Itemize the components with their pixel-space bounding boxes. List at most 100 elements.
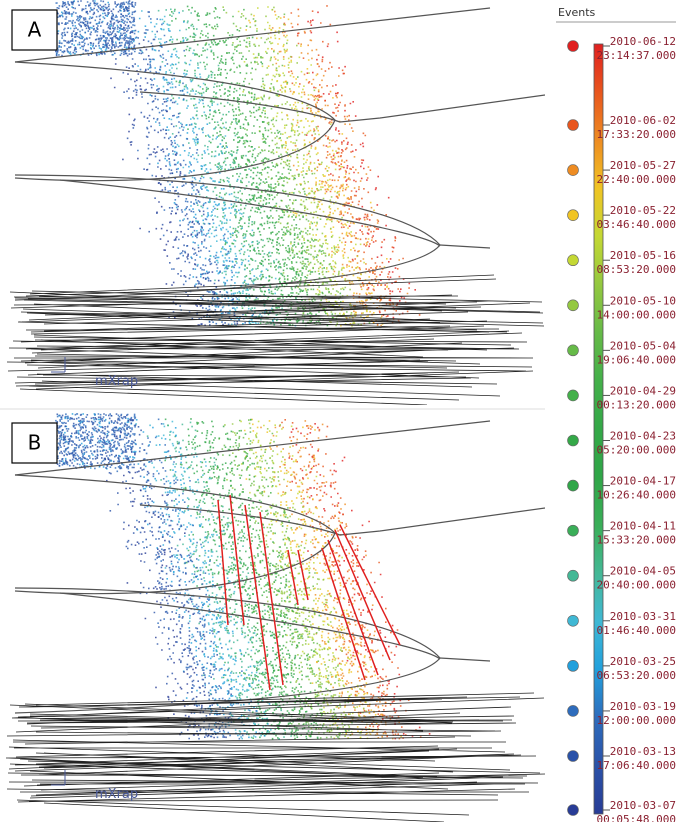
legend-time: 20:40:00.000 [597, 579, 676, 592]
legend-date: 2010-04-17 [610, 475, 676, 488]
legend-date: 2010-05-04 [610, 339, 677, 352]
color-bar [593, 43, 604, 815]
mine-outline [139, 504, 545, 536]
legend-time: 00:13:20.000 [597, 398, 676, 411]
legend-dot [567, 750, 579, 762]
legend-time: 14:00:00.000 [597, 308, 676, 321]
legend-time: 01:46:40.000 [597, 624, 676, 637]
legend-dot [567, 479, 579, 492]
event-points [297, 11, 416, 324]
legend: Events 2010-06-1223:14:37.0002010-06-021… [556, 6, 676, 822]
mine-outline [14, 474, 336, 595]
legend-time: 12:00:00.000 [597, 714, 676, 727]
fault-line [259, 511, 284, 686]
legend-title: Events [558, 6, 596, 19]
event-points [171, 10, 310, 326]
fault-line [217, 499, 229, 626]
event-points [270, 5, 421, 325]
legend-time: 03:46:40.000 [597, 218, 676, 231]
legend-dot [567, 705, 579, 717]
legend-date: 2010-05-27 [610, 159, 676, 172]
legend-time: 17:06:40.000 [597, 759, 676, 772]
legend-dot [567, 524, 579, 537]
fault-line [244, 504, 271, 691]
legend-date: 2010-06-02 [610, 114, 676, 127]
fault-line [334, 529, 391, 661]
fault-line [327, 539, 379, 676]
event-points [188, 8, 342, 327]
event-points [224, 422, 365, 740]
panel-label: A [28, 18, 42, 42]
legend-date: 2010-04-11 [610, 520, 676, 533]
event-points [56, 0, 274, 325]
mine-outline [14, 420, 491, 476]
panel-label-box [11, 422, 58, 464]
mine-outline [59, 592, 441, 660]
fault-line [287, 549, 299, 606]
legend-dot [567, 614, 579, 627]
legend-date: 2010-03-25 [610, 655, 676, 668]
mine-outline [14, 61, 336, 182]
legend-dot [567, 434, 579, 447]
legend-dot [567, 209, 579, 221]
legend-time: 05:20:00.000 [597, 444, 676, 457]
legend-time: 00:05:48.000 [597, 813, 676, 822]
event-points [176, 421, 341, 740]
mine-outline [439, 657, 491, 662]
panel-label-box [11, 9, 58, 51]
drive-mesh [6, 274, 545, 405]
fault-line [229, 494, 245, 626]
legend-dot [567, 344, 579, 357]
legend-date: 2010-06-12 [610, 35, 676, 48]
event-points [55, 413, 261, 740]
legend-time: 08:53:20.000 [597, 263, 676, 276]
legend-dot [567, 299, 579, 312]
event-points [164, 418, 298, 739]
panel-label: B [28, 431, 42, 455]
mine-outline [139, 91, 545, 123]
legend-date: 2010-03-07 [610, 799, 676, 812]
legend-time: 10:26:40.000 [597, 489, 676, 502]
legend-dot [567, 660, 579, 672]
axis-gizmo [51, 770, 66, 786]
legend-date: 2010-03-19 [610, 700, 676, 713]
event-points [278, 419, 422, 740]
event-points [157, 8, 297, 325]
axis-gizmo [51, 357, 66, 373]
legend-dot [567, 164, 579, 176]
legend-time: 15:33:20.000 [597, 534, 676, 547]
legend-dot [567, 804, 579, 816]
watermark: mXrap [95, 787, 138, 802]
legend-dot [567, 254, 579, 267]
legend-time: 23:14:37.000 [597, 49, 676, 62]
mine-outline [439, 244, 491, 249]
legend-dot [567, 389, 579, 402]
legend-dot [567, 569, 579, 582]
legend-date: 2010-03-13 [610, 745, 676, 758]
event-points [88, 419, 230, 739]
legend-date: 2010-04-05 [610, 565, 676, 578]
legend-time: 22:40:00.000 [597, 173, 676, 186]
legend-dot [567, 119, 579, 131]
legend-date: 2010-04-23 [610, 430, 676, 443]
fault-line [339, 524, 401, 646]
legend-time: 17:33:20.000 [597, 128, 676, 141]
event-points [55, 0, 258, 326]
legend-date: 2010-05-10 [610, 294, 676, 307]
legend-date: 2010-05-22 [610, 204, 676, 217]
legend-date: 2010-05-16 [610, 249, 676, 262]
legend-time: 19:06:40.000 [597, 353, 676, 366]
event-points [168, 8, 307, 327]
mine-outline [14, 7, 491, 63]
fault-line [321, 547, 366, 681]
fault-line [297, 549, 309, 601]
legend-dot [567, 40, 579, 52]
mine-outline [59, 179, 441, 247]
drive-mesh [5, 692, 545, 822]
legend-date: 2010-03-31 [610, 610, 676, 623]
legend-time: 06:53:20.000 [597, 669, 676, 682]
event-points [141, 10, 297, 327]
watermark: mXrap [95, 374, 138, 389]
